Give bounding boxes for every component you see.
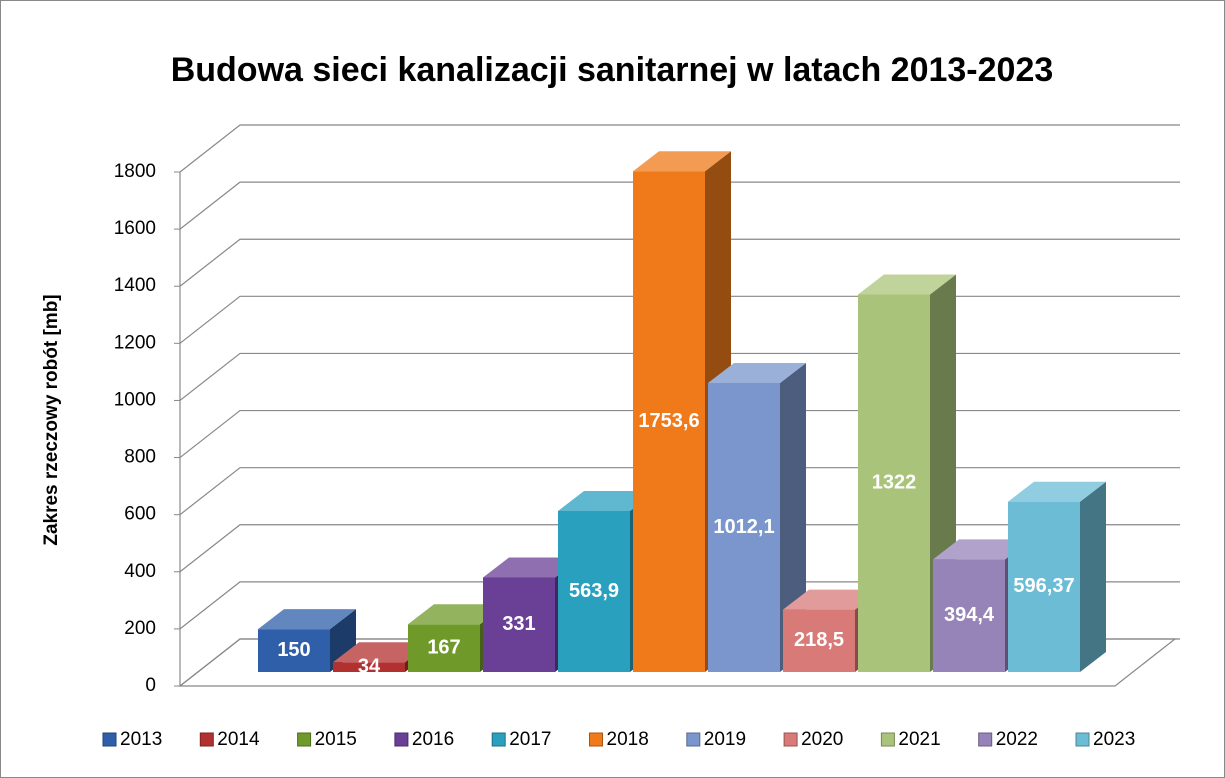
- legend-swatch: [297, 732, 312, 747]
- legend-label: 2021: [898, 729, 940, 750]
- bar: [858, 294, 930, 672]
- bar: [783, 609, 855, 672]
- y-axis-title: Zakres rzeczowy robót [mb]: [41, 294, 62, 545]
- legend-label: 2020: [801, 729, 843, 750]
- legend-label: 2022: [996, 729, 1038, 750]
- legend-swatch: [978, 732, 993, 747]
- legend-swatch: [880, 732, 895, 747]
- legend-label: 2017: [509, 729, 551, 750]
- legend-swatch: [686, 732, 701, 747]
- legend-swatch: [102, 732, 117, 747]
- bar-top: [933, 539, 1031, 560]
- data-label: 596,37: [1013, 575, 1074, 597]
- grid-line: [179, 181, 1180, 230]
- y-tick-label: 200: [124, 618, 156, 639]
- data-label: 1753,6: [638, 410, 699, 432]
- legend-label: 2018: [607, 729, 649, 750]
- legend-label: 2013: [120, 729, 162, 750]
- legend-swatch: [589, 732, 603, 747]
- data-label: 1322: [872, 472, 917, 494]
- bar-side: [1080, 481, 1106, 672]
- bar: [408, 624, 480, 672]
- legend-swatch: [491, 732, 506, 747]
- grid-line: [179, 238, 1180, 287]
- legend-label: 2015: [315, 729, 357, 750]
- legend-label: 2014: [217, 729, 260, 750]
- y-tick-label: 800: [124, 447, 156, 468]
- bar-top: [483, 557, 581, 578]
- chart-title: Budowa sieci kanalizacji sanitarnej w la…: [171, 51, 1054, 89]
- legend-label: 2019: [704, 729, 746, 750]
- bar: [633, 171, 705, 673]
- bar-top: [408, 604, 506, 625]
- grid-line: [179, 124, 1180, 173]
- bar-side: [780, 362, 806, 672]
- bar: [558, 510, 630, 672]
- y-tick-label: 1000: [114, 389, 156, 410]
- bar-top: [708, 362, 806, 383]
- data-label: 563,9: [569, 580, 619, 602]
- y-tick-label: 1800: [114, 161, 156, 182]
- data-label: 167: [427, 636, 460, 658]
- bar: [1008, 501, 1080, 672]
- legend-swatch: [199, 732, 214, 747]
- legend-label: 2023: [1093, 729, 1135, 750]
- bar-top: [258, 609, 356, 630]
- legend-label: 2016: [412, 729, 454, 750]
- data-label: 394,4: [944, 604, 995, 626]
- bar-top: [783, 589, 881, 610]
- y-tick-label: 0: [145, 675, 156, 696]
- y-tick-label: 1200: [114, 332, 156, 353]
- legend-swatch: [1075, 732, 1090, 747]
- data-label: 34: [358, 655, 381, 677]
- y-tick-label: 600: [124, 504, 156, 525]
- bar: [483, 577, 555, 672]
- bar-top: [1008, 481, 1106, 502]
- data-label: 331: [502, 613, 535, 635]
- bar: [708, 382, 780, 672]
- legend-swatch: [394, 732, 409, 747]
- data-label: 1012,1: [713, 516, 774, 538]
- data-label: 150: [277, 639, 310, 661]
- bar-top: [333, 642, 431, 663]
- bar-top: [858, 274, 956, 295]
- bar: [258, 629, 330, 672]
- data-label: 218,5: [794, 629, 844, 651]
- y-tick-label: 1600: [114, 218, 156, 239]
- legend-swatch: [783, 732, 798, 747]
- y-tick-label: 1400: [114, 275, 156, 296]
- bar: [333, 662, 405, 672]
- bar-top: [558, 490, 656, 511]
- bar-top: [633, 151, 731, 172]
- y-tick-label: 400: [124, 561, 156, 582]
- bar: [933, 559, 1005, 672]
